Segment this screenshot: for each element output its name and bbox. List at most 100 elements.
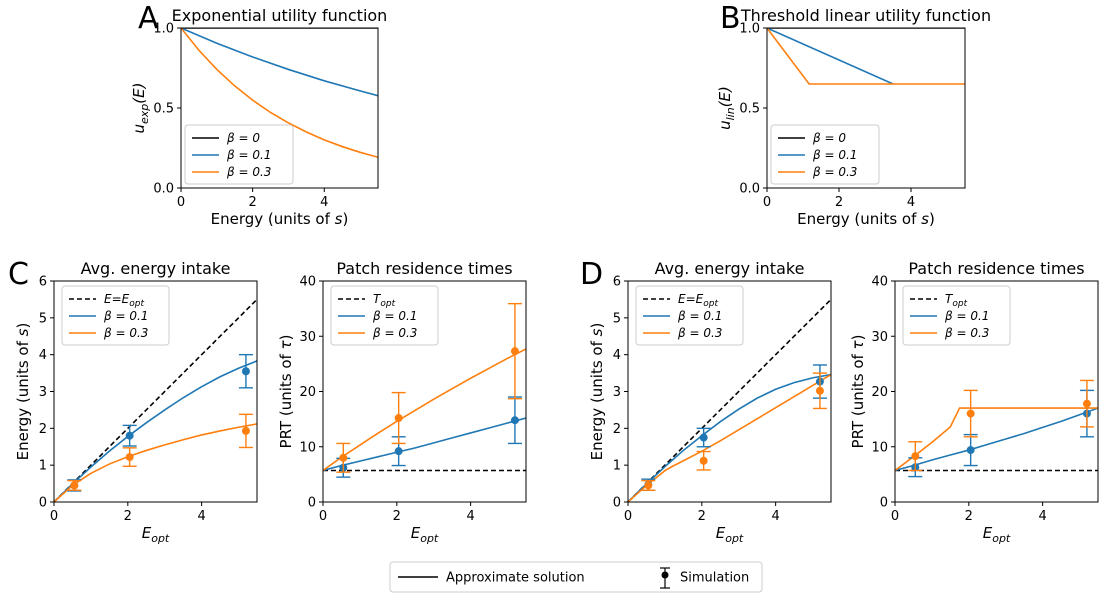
legend-box <box>61 285 170 346</box>
bottom-legend: Approximate solution Simulation <box>389 561 763 593</box>
chart-title: Exponential utility function <box>172 6 388 25</box>
y-tick-label: 0 <box>613 496 621 511</box>
y-tick-label: 1.0 <box>153 22 174 37</box>
y-tick-label: 2 <box>613 422 621 437</box>
legend-label: E=Eopt <box>678 292 718 309</box>
legend-label: β = 0.1 <box>372 309 417 323</box>
legend-label: β = 0.3 <box>103 326 148 340</box>
data-point <box>125 431 134 440</box>
data-point <box>644 481 653 490</box>
y-tick-label: 5 <box>39 311 47 326</box>
panel-letter: C <box>8 257 29 292</box>
series-line <box>181 28 378 159</box>
x-axis-label: Eopt <box>411 524 439 545</box>
x-tick-label: 4 <box>771 509 779 524</box>
sim-swatch-dot <box>661 571 669 579</box>
x-tick-label: 4 <box>466 509 474 524</box>
series-line <box>895 407 1098 472</box>
legend-label: β = 0 <box>812 131 846 145</box>
x-tick-label: 4 <box>1038 509 1046 524</box>
y-tick-label: 1 <box>613 459 621 474</box>
legend: β = 0 β = 0.1 β = 0.3 <box>184 124 294 185</box>
x-tick-label: 0 <box>763 195 771 210</box>
legend-box <box>635 285 744 346</box>
x-tick-label: 4 <box>197 509 205 524</box>
series-line <box>628 373 831 502</box>
legend: β = 0 β = 0.1 β = 0.3 <box>770 124 880 185</box>
panel-letter: A <box>138 1 159 36</box>
data-point <box>966 446 975 455</box>
data-point <box>125 453 134 462</box>
panel-letter: D <box>580 257 603 292</box>
x-tick-label: 0 <box>177 195 185 210</box>
y-axis-label: PRT (units of τ) <box>849 335 867 449</box>
y-tick-label: 0.0 <box>153 182 174 197</box>
chart-title: Patch residence times <box>336 259 512 278</box>
data-point <box>815 386 824 395</box>
x-axis-label: Energy (units of s) <box>797 210 935 228</box>
legend-label: β = 0.1 <box>103 309 148 323</box>
chart-panel-a: Exponential utility function A 0 2 4 0.0 0.5 1.… <box>130 1 387 228</box>
approx-label: Approximate solution <box>446 571 585 586</box>
legend-label: β = 0.1 <box>944 309 989 323</box>
legend-label: Topt <box>373 292 396 309</box>
x-tick-label: 0 <box>50 509 58 524</box>
series-line <box>323 417 526 472</box>
legend-label: β = 0.3 <box>812 165 857 179</box>
legend-label: E=Eopt <box>104 292 144 309</box>
y-tick-label: 3 <box>39 385 47 400</box>
legend-label: Topt <box>945 292 968 309</box>
sim-label: Simulation <box>680 571 749 586</box>
y-axis-label: uexp(E) <box>130 83 151 134</box>
y-tick-label: 40 <box>299 275 316 290</box>
chart-panel-c1: Avg. energy intake C 0 2 4 0 1 2 3 4 5 6 Eopt Energy … <box>8 257 258 545</box>
y-tick-label: 10 <box>871 440 888 455</box>
y-axis-label: Energy (units of s) <box>588 323 606 461</box>
bottom-legend-box <box>389 561 763 593</box>
y-tick-label: 0.5 <box>153 102 174 117</box>
y-tick-label: 40 <box>871 275 888 290</box>
y-tick-label: 3 <box>613 385 621 400</box>
data-point <box>911 452 920 461</box>
y-tick-label: 30 <box>299 330 316 345</box>
y-tick-label: 10 <box>299 440 316 455</box>
x-tick-label: 2 <box>248 195 256 210</box>
legend-box <box>902 285 1011 346</box>
series-line <box>628 373 831 502</box>
y-tick-label: 20 <box>299 385 316 400</box>
y-tick-label: 6 <box>613 275 621 290</box>
data-point <box>70 481 79 490</box>
x-tick-label: 2 <box>124 509 132 524</box>
data-point <box>966 409 975 418</box>
y-axis-label: PRT (units of τ) <box>277 335 295 449</box>
legend-label: β = 0.3 <box>372 326 417 340</box>
legend-box <box>770 124 880 185</box>
y-axis-label: ulin(E) <box>716 86 737 130</box>
x-tick-label: 0 <box>624 509 632 524</box>
y-tick-label: 20 <box>871 385 888 400</box>
legend-label: β = 0.1 <box>812 148 857 162</box>
series-line <box>767 28 965 85</box>
data-point <box>699 456 708 465</box>
y-tick-label: 30 <box>871 330 888 345</box>
legend-box <box>184 124 294 185</box>
series-line <box>767 28 894 85</box>
y-tick-label: 0.5 <box>739 102 760 117</box>
data-point <box>699 433 708 442</box>
x-tick-label: 2 <box>393 509 401 524</box>
y-tick-label: 2 <box>39 422 47 437</box>
chart-panel-d1: Avg. energy intake D 0 2 4 0 1 2 3 4 5 6 Eopt Energy … <box>580 257 832 545</box>
y-tick-label: 0 <box>880 496 888 511</box>
x-tick-label: 4 <box>320 195 328 210</box>
x-tick-label: 2 <box>965 509 973 524</box>
x-tick-label: 0 <box>891 509 899 524</box>
legend-label: β = 0.1 <box>677 309 722 323</box>
y-tick-label: 6 <box>39 275 47 290</box>
x-tick-label: 0 <box>319 509 327 524</box>
